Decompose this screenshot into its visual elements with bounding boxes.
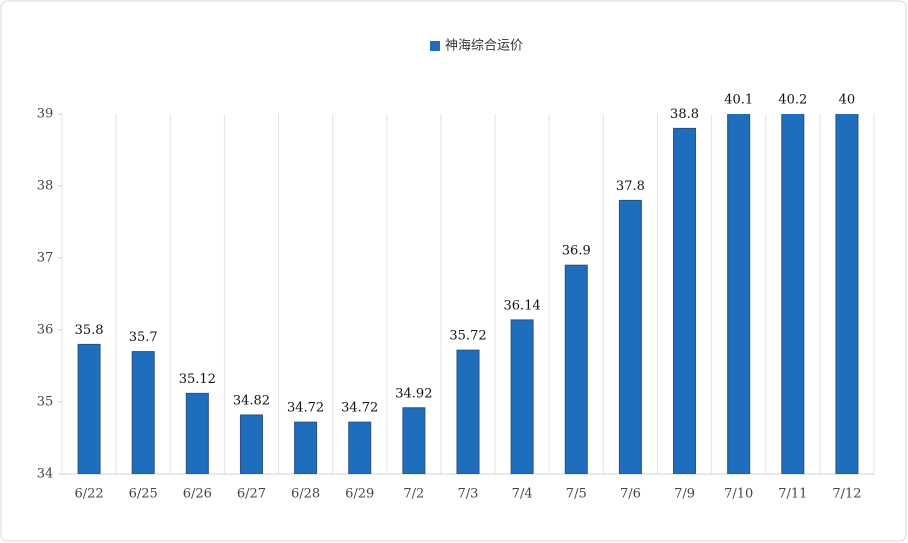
y-tick-label: 34 (37, 467, 54, 482)
bar (131, 351, 155, 474)
x-tick-label: 7/4 (512, 487, 533, 502)
x-tick-label: 7/3 (458, 487, 479, 502)
plot-area (77, 114, 859, 474)
value-label: 40 (839, 93, 856, 108)
x-tick-label: 7/10 (724, 487, 753, 502)
x-tick-label: 7/2 (403, 487, 424, 502)
x-tick-label: 6/28 (291, 487, 320, 502)
y-tick-label: 35 (37, 395, 54, 410)
x-tick-label: 6/26 (183, 487, 212, 502)
bar (294, 421, 318, 474)
bar (673, 127, 697, 474)
value-label: 40.2 (778, 93, 807, 108)
bar (618, 199, 642, 474)
value-label: 34.92 (395, 386, 432, 401)
value-label: 35.7 (129, 330, 158, 345)
value-label: 34.72 (287, 401, 324, 416)
bar (402, 407, 426, 474)
x-tick-label: 7/12 (832, 487, 861, 502)
bar (77, 343, 101, 474)
bar (727, 114, 751, 474)
x-tick-label: 6/27 (237, 487, 266, 502)
value-label: 34.82 (233, 393, 270, 408)
bar (348, 421, 372, 474)
value-label: 36.14 (504, 298, 541, 313)
bar (510, 319, 534, 474)
value-label: 35.72 (449, 329, 486, 344)
bar (185, 392, 209, 474)
bar (239, 414, 263, 474)
legend-swatch (430, 41, 440, 51)
x-tick-label: 7/5 (566, 487, 587, 502)
bar (564, 264, 588, 474)
y-tick-label: 38 (37, 179, 54, 194)
bar (781, 114, 805, 474)
value-label: 37.8 (616, 179, 645, 194)
value-label: 35.8 (75, 323, 104, 338)
bar (835, 114, 859, 474)
bar (456, 349, 480, 474)
value-label: 35.12 (179, 372, 216, 387)
y-tick-label: 39 (37, 107, 54, 122)
value-label: 34.72 (341, 401, 378, 416)
x-tick-label: 6/29 (345, 487, 374, 502)
x-tick-label: 6/25 (129, 487, 158, 502)
legend: 神海综合运价 (430, 39, 523, 54)
y-tick-label: 37 (37, 251, 54, 266)
value-label: 36.9 (562, 244, 591, 259)
legend-label: 神海综合运价 (445, 39, 523, 54)
x-tick-label: 7/11 (778, 487, 807, 502)
y-tick-label: 36 (37, 323, 54, 338)
x-tick-label: 7/9 (674, 487, 695, 502)
x-tick-label: 7/6 (620, 487, 641, 502)
value-label: 40.1 (724, 93, 753, 108)
value-label: 38.8 (670, 107, 699, 122)
x-tick-label: 6/22 (74, 487, 103, 502)
